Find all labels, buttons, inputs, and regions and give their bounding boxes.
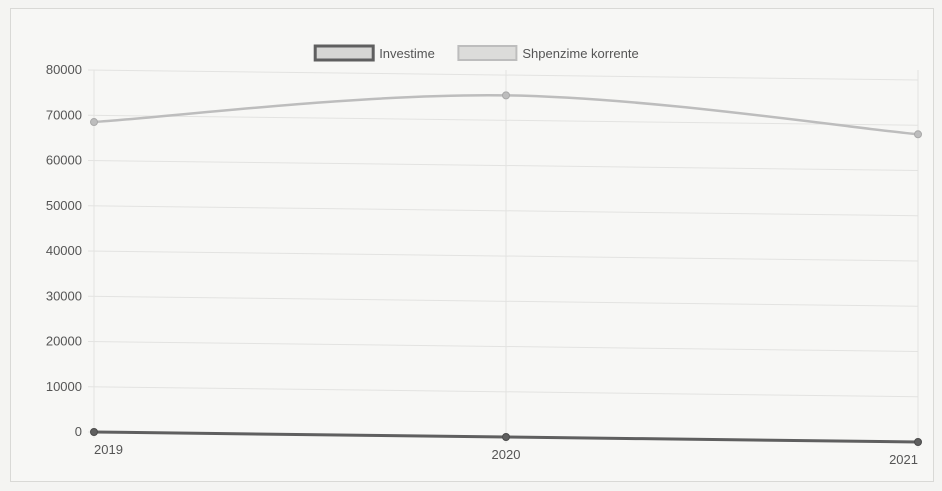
legend-swatch bbox=[457, 45, 518, 61]
series-point bbox=[90, 118, 98, 127]
y-grid-line bbox=[87, 341, 919, 352]
y-grid-line bbox=[87, 386, 919, 398]
chart-panel bbox=[10, 8, 934, 482]
y-tick-label: 40000 bbox=[46, 243, 82, 258]
y-tick-label: 10000 bbox=[46, 379, 82, 394]
x-tick-label: 2020 bbox=[492, 447, 521, 462]
grid-lines bbox=[87, 69, 919, 448]
y-grid-line bbox=[87, 205, 919, 217]
x-tick-label: 2021 bbox=[889, 452, 918, 467]
legend-label: Shpenzime korrente bbox=[522, 46, 638, 61]
legend-swatch bbox=[313, 44, 375, 62]
y-tick-label: 80000 bbox=[46, 62, 82, 77]
series-point bbox=[502, 91, 510, 100]
y-tick-label: 0 bbox=[75, 424, 82, 439]
y-axis-ticks: 0 10000 20000 30000 40000 50000 60000 70000 8000… bbox=[46, 62, 82, 439]
y-grid-line bbox=[87, 114, 919, 126]
y-grid-line bbox=[87, 295, 919, 307]
series-point bbox=[90, 428, 98, 436]
x-tick-label: 2019 bbox=[94, 442, 123, 457]
y-tick-label: 70000 bbox=[46, 107, 82, 122]
y-grid-line bbox=[87, 160, 919, 171]
series-point bbox=[502, 433, 510, 441]
series-lines bbox=[90, 91, 922, 446]
y-tick-label: 20000 bbox=[46, 334, 82, 349]
legend: Investime Shpenzime korrente bbox=[313, 44, 639, 62]
legend-label: Investime bbox=[379, 46, 435, 61]
series-point bbox=[914, 438, 922, 446]
y-grid-line bbox=[87, 69, 919, 81]
series-point bbox=[914, 130, 922, 139]
y-grid-line bbox=[87, 250, 919, 262]
y-tick-label: 50000 bbox=[46, 198, 82, 213]
y-tick-label: 30000 bbox=[46, 288, 82, 303]
y-tick-label: 60000 bbox=[46, 153, 82, 168]
x-axis-ticks: 2019 2020 2021 bbox=[94, 442, 918, 467]
